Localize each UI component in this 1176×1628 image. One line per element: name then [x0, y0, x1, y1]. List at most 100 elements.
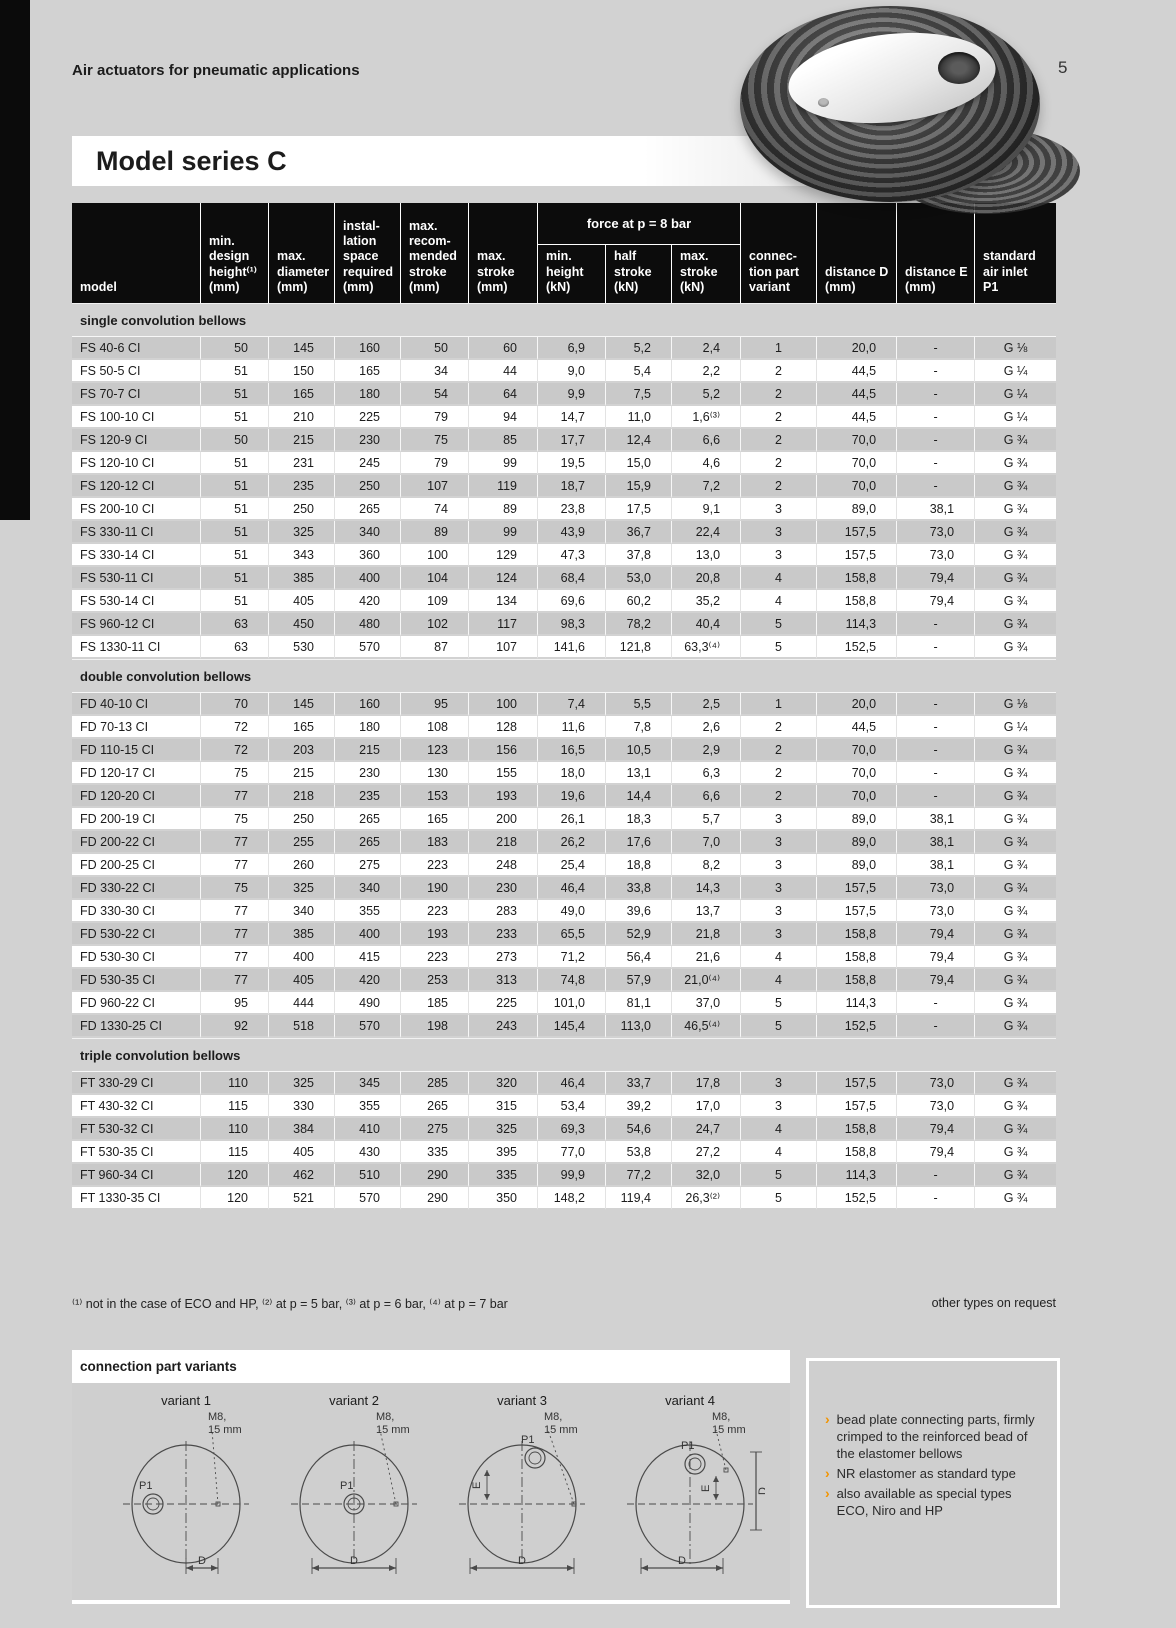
value-cell: 7,8	[605, 716, 671, 739]
table-row: FS 530-11 CI 51 385 400 104 124 68,4 53,0 20,8 4 1…	[72, 567, 1057, 590]
value-cell: 2	[740, 716, 817, 739]
variant-figure: variant 2 P1 M8, 15 mm D	[270, 1389, 438, 1578]
model-cell: FT 960-34 CI	[72, 1164, 200, 1187]
svg-text:D: D	[198, 1555, 206, 1567]
value-cell: 4,6	[671, 452, 741, 475]
bellows-body	[740, 6, 1040, 202]
value-cell: 107	[400, 475, 468, 498]
value-cell: 2	[740, 406, 817, 429]
value-cell: 33,8	[605, 877, 671, 900]
model-cell: FT 1330-35 CI	[72, 1187, 200, 1210]
table-row: FD 70-13 CI 72 165 180 108 128 11,6 7,8 2,6 2 44,5…	[72, 716, 1057, 739]
value-cell: 7,5	[605, 383, 671, 406]
value-cell: 218	[468, 831, 537, 854]
value-cell: G ¼	[974, 716, 1057, 739]
value-cell: 400	[268, 946, 334, 969]
value-cell: 400	[334, 923, 400, 946]
value-cell: 3	[740, 877, 817, 900]
value-cell: 44	[468, 360, 537, 383]
model-cell: FS 120-12 CI	[72, 475, 200, 498]
svg-text:E: E	[471, 1482, 483, 1489]
svg-text:D: D	[518, 1555, 526, 1567]
value-cell: 3	[740, 521, 817, 544]
info-bullet: › also available as special types ECO, Ni…	[825, 1485, 1045, 1519]
model-cell: FD 530-30 CI	[72, 946, 200, 969]
col-header-force-half-stroke: half stroke (kN)	[605, 245, 671, 303]
table-row: FT 1330-35 CI 120 521 570 290 350 148,2 119,4 26…	[72, 1187, 1057, 1210]
info-bullet-list: › bead plate connecting parts, firmly cri…	[825, 1411, 1045, 1519]
value-cell: 7,2	[671, 475, 741, 498]
value-cell: G ¾	[974, 544, 1057, 567]
table-row: FD 200-25 CI 77 260 275 223 248 25,4 18,8 8,2 3 89…	[72, 854, 1057, 877]
value-cell: -	[896, 360, 975, 383]
value-cell: 148,2	[537, 1187, 605, 1210]
value-cell: 47,3	[537, 544, 605, 567]
value-cell: 24,7	[671, 1118, 741, 1141]
value-cell: 190	[400, 877, 468, 900]
value-cell: 13,0	[671, 544, 741, 567]
value-cell: 5,7	[671, 808, 741, 831]
value-cell: 230	[334, 429, 400, 452]
value-cell: 110	[200, 1118, 268, 1141]
value-cell: 340	[334, 877, 400, 900]
value-cell: G ¾	[974, 429, 1057, 452]
value-cell: -	[896, 739, 975, 762]
value-cell: 134	[468, 590, 537, 613]
section-header-row: double convolution bellows	[72, 659, 1057, 693]
model-cell: FD 200-19 CI	[72, 808, 200, 831]
value-cell: 77	[200, 785, 268, 808]
model-cell: FT 530-35 CI	[72, 1141, 200, 1164]
value-cell: 89,0	[816, 808, 897, 831]
value-cell: 73,0	[896, 877, 975, 900]
value-cell: 225	[334, 406, 400, 429]
value-cell: 53,4	[537, 1095, 605, 1118]
value-cell: 49,0	[537, 900, 605, 923]
value-cell: 253	[400, 969, 468, 992]
value-cell: 74	[400, 498, 468, 521]
info-box: › bead plate connecting parts, firmly cri…	[806, 1358, 1060, 1608]
value-cell: 39,6	[605, 900, 671, 923]
info-bullet-text: bead plate connecting parts, firmly crim…	[836, 1412, 1035, 1461]
value-cell: 98,3	[537, 613, 605, 636]
value-cell: 44,5	[816, 716, 897, 739]
value-cell: 6,9	[537, 337, 605, 360]
value-cell: 77	[200, 969, 268, 992]
value-cell: 70,0	[816, 475, 897, 498]
value-cell: 5	[740, 1015, 817, 1038]
table-row: FD 960-22 CI 95 444 490 185 225 101,0 81,1 37,0 5…	[72, 992, 1057, 1015]
value-cell: 51	[200, 360, 268, 383]
value-cell: 215	[334, 739, 400, 762]
svg-text:P1: P1	[340, 1480, 353, 1492]
value-cell: 114,3	[816, 613, 897, 636]
col-header-min-design-height: min. design height⁽¹⁾ (mm)	[200, 203, 268, 303]
value-cell: 158,8	[816, 590, 897, 613]
value-cell: 75	[200, 762, 268, 785]
value-cell: 21,0⁽⁴⁾	[671, 969, 741, 992]
value-cell: 75	[400, 429, 468, 452]
value-cell: 157,5	[816, 521, 897, 544]
value-cell: 92	[200, 1015, 268, 1038]
value-cell: 44,5	[816, 360, 897, 383]
value-cell: 108	[400, 716, 468, 739]
footnote-text: ⁽¹⁾ not in the case of ECO and HP, ⁽²⁾ a…	[72, 1297, 508, 1311]
value-cell: 157,5	[816, 544, 897, 567]
value-cell: 79,4	[896, 590, 975, 613]
table-row: FS 530-14 CI 51 405 420 109 134 69,6 60,2 35,2 4 1…	[72, 590, 1057, 613]
model-cell: FD 120-20 CI	[72, 785, 200, 808]
model-cell: FS 530-11 CI	[72, 567, 200, 590]
value-cell: -	[896, 693, 975, 716]
value-cell: G ¾	[974, 1118, 1057, 1141]
value-cell: 14,7	[537, 406, 605, 429]
value-cell: 2	[740, 785, 817, 808]
value-cell: 165	[334, 360, 400, 383]
value-cell: 158,8	[816, 946, 897, 969]
value-cell: 19,5	[537, 452, 605, 475]
product-photo	[730, 0, 1080, 222]
model-cell: FD 530-35 CI	[72, 969, 200, 992]
value-cell: 107	[468, 636, 537, 659]
value-cell: 23,8	[537, 498, 605, 521]
value-cell: 315	[468, 1095, 537, 1118]
value-cell: 85	[468, 429, 537, 452]
value-cell: 79,4	[896, 946, 975, 969]
value-cell: 100	[468, 693, 537, 716]
